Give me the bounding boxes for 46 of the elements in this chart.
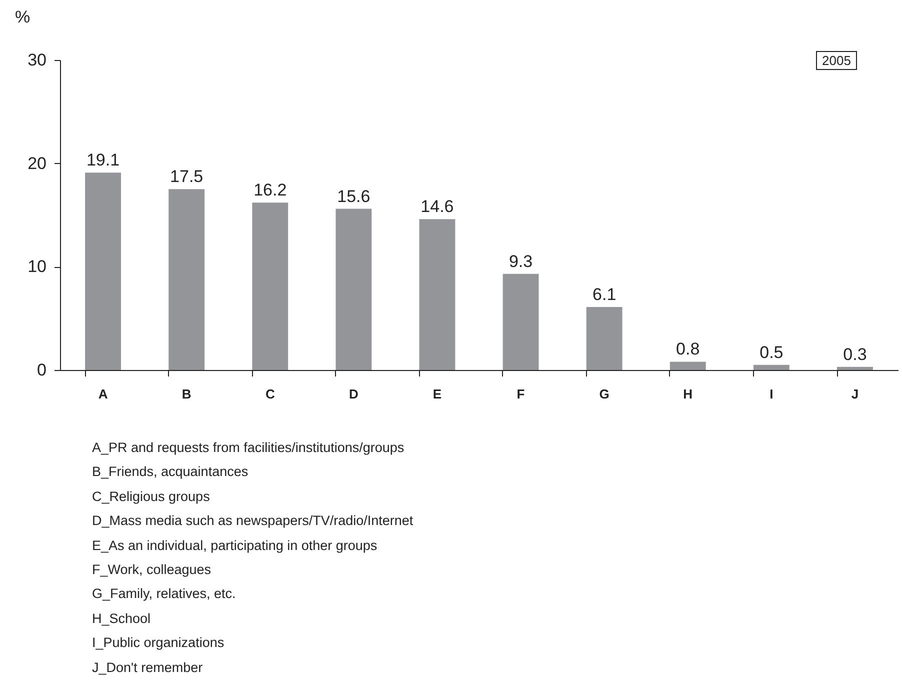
y-tick-label: 30 — [28, 50, 46, 70]
text: G_Family, relatives, etc. — [92, 585, 237, 604]
data-label: 15.6 — [337, 186, 370, 206]
text: C_Religious groups — [92, 488, 211, 506]
bar — [753, 364, 790, 370]
y-axis-title: % — [14, 8, 30, 26]
chart-subtitle: 2005 — [816, 51, 857, 70]
data-label: 0.3 — [843, 344, 867, 364]
x-tick-label: A — [98, 386, 108, 402]
data-label: 17.5 — [170, 167, 204, 186]
text: J_Don't remember — [92, 658, 204, 677]
bar — [419, 219, 456, 370]
text: H_School — [92, 610, 152, 628]
bar — [85, 172, 121, 370]
y-tick-label: 10 — [28, 257, 46, 276]
x-tick-label: F — [516, 386, 525, 402]
y-tick-label: 0 — [37, 360, 46, 380]
x-tick-label: J — [851, 386, 859, 402]
data-label: 9.3 — [508, 252, 533, 271]
data-label: 0.8 — [676, 340, 700, 359]
x-tick-label: B — [182, 386, 192, 402]
data-label: 19.1 — [86, 150, 120, 170]
bar — [168, 189, 205, 370]
text: F_Work, colleagues — [92, 560, 212, 579]
x-tick-label: G — [599, 386, 610, 402]
bar — [586, 306, 622, 370]
x-tick-label: E — [432, 386, 442, 402]
data-label: 0.5 — [760, 342, 784, 362]
text: A_PR and requests from facilities/institutions/groups — [92, 439, 406, 457]
bar — [502, 274, 539, 370]
bar — [837, 366, 873, 370]
bar — [336, 208, 372, 370]
text: I_Public organizations — [92, 634, 226, 652]
bar — [670, 362, 706, 370]
text: B_Friends, acquaintances — [92, 463, 250, 482]
data-label: 14.6 — [420, 197, 454, 216]
text: E_As an individual, participating in other groups — [92, 536, 378, 555]
data-label: 16.2 — [254, 180, 287, 200]
data-label: 6.1 — [592, 284, 616, 304]
x-tick-label: C — [265, 386, 276, 402]
x-tick-label: I — [770, 386, 774, 402]
x-tick-label: H — [683, 386, 693, 402]
bar — [252, 202, 288, 370]
x-tick-label: D — [348, 386, 358, 402]
y-tick-label: 20 — [28, 154, 46, 173]
text: D_Mass media such as newspapers/TV/radio/Internet — [92, 512, 414, 530]
